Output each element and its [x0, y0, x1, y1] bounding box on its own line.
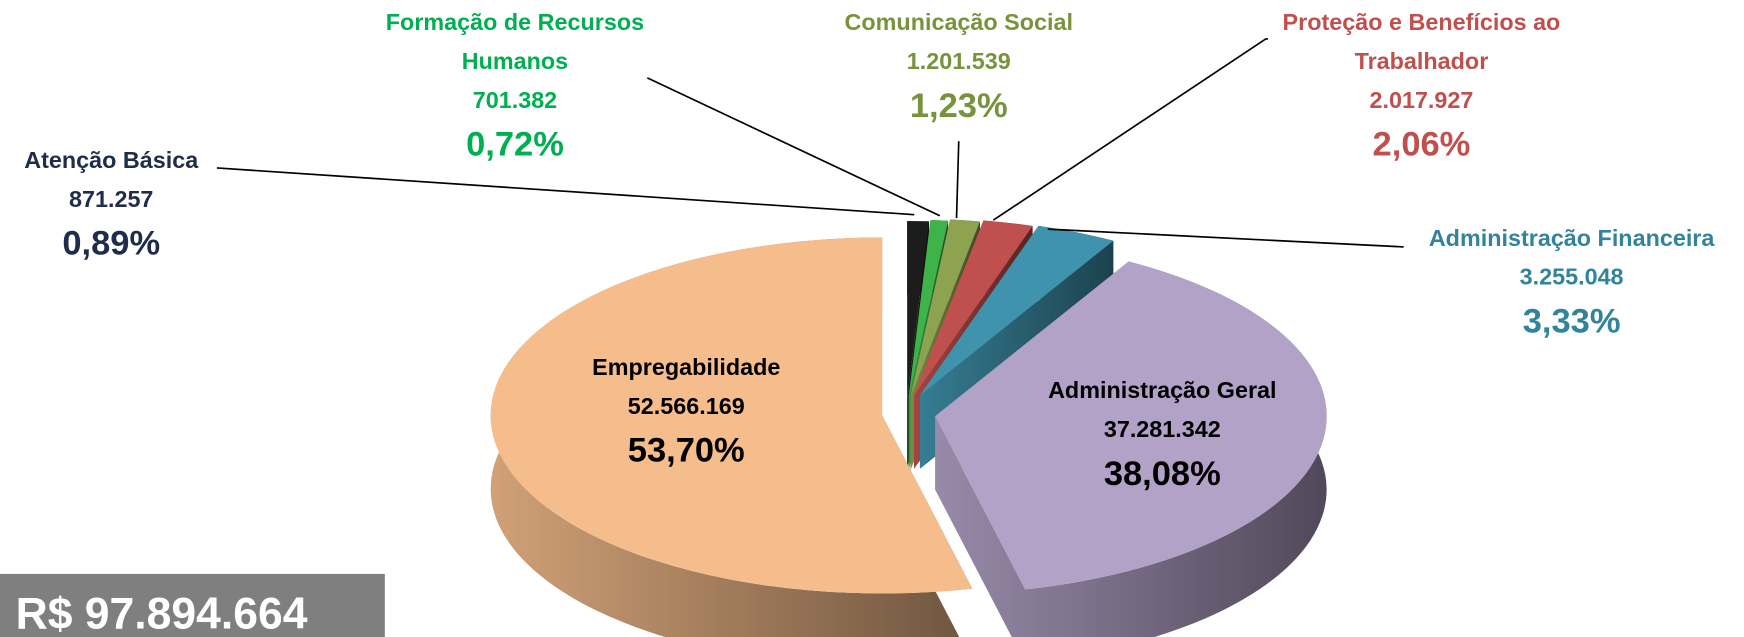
leader-line — [646, 77, 941, 217]
percent-label: 1,23% — [909, 85, 1008, 125]
leader-line — [1047, 228, 1404, 248]
category-label: Administração Geral — [1048, 378, 1277, 404]
leader-line — [216, 167, 915, 216]
amount-label: 2.017.927 — [1369, 87, 1474, 114]
percent-label: 3,33% — [1522, 301, 1621, 341]
slice — [490, 237, 973, 594]
amount-label: 1.201.539 — [906, 48, 1011, 75]
percent-label: 2,06% — [1372, 124, 1471, 164]
amount-label: 701.382 — [472, 87, 558, 114]
slice-label: Atenção Básica 871.257 0,89% — [0, 141, 228, 268]
slice-label: Empregabilidade 52.566.169 53,70% — [542, 348, 831, 475]
total-label: R$ 97.894.664 — [15, 589, 308, 637]
percent-label: 53,70% — [627, 430, 745, 470]
slice-label: Formação de Recursos Humanos 701.382 0,72% — [381, 3, 648, 169]
slice — [913, 220, 1033, 396]
category-label: Administração Financeira — [1428, 225, 1715, 252]
category-label: Atenção Básica — [24, 147, 199, 174]
amount-label: 52.566.169 — [627, 393, 745, 420]
slice — [910, 219, 980, 397]
amount-label: 871.257 — [68, 186, 154, 213]
percent-label: 0,89% — [62, 223, 161, 263]
slice-label: Administração Financeira 3.255.048 3,33% — [1394, 219, 1744, 346]
leader-line — [955, 141, 960, 219]
percent-label: 0,72% — [466, 124, 564, 164]
amount-label: 3.255.048 — [1519, 264, 1624, 291]
slice-label: Comunicação Social 1.201.539 1,23% — [814, 3, 1103, 130]
total-box: R$ 97.894.664 — [0, 573, 385, 637]
slice-label: Proteção e Benefícios ao Trabalhador 2.01… — [1271, 3, 1571, 169]
slice — [907, 221, 930, 400]
leader-line — [992, 38, 1268, 221]
slice — [919, 225, 1114, 396]
category-label: Proteção e Benefícios ao Trabalhador — [1282, 10, 1561, 75]
category-label: Empregabilidade — [592, 354, 781, 381]
percent-label: 38,08% — [1103, 453, 1221, 493]
category-label: Comunicação Social — [844, 10, 1073, 36]
amount-label: 37.281.342 — [1103, 417, 1221, 443]
category-label: Formação de Recursos Humanos — [385, 10, 645, 75]
slice — [908, 220, 949, 398]
slice — [935, 261, 1327, 590]
slice-label: Administração Geral 37.281.342 38,08% — [995, 371, 1329, 498]
